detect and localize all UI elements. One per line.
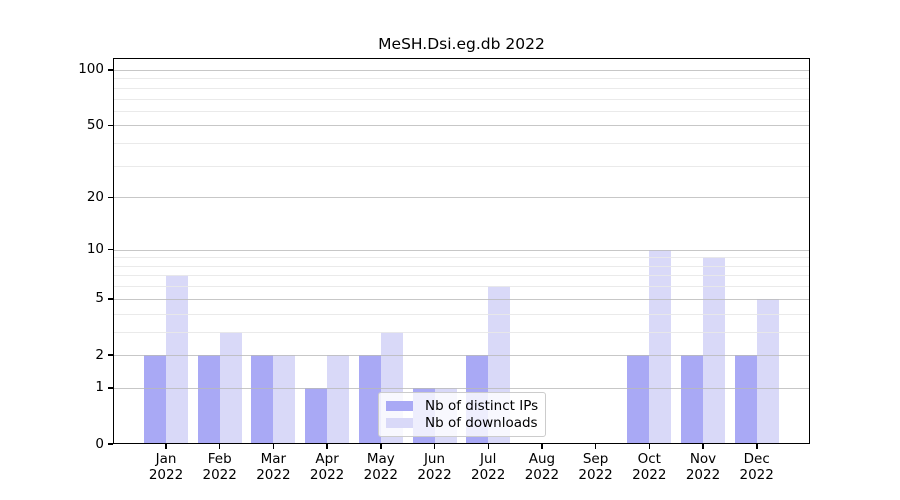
gridline-minor-6 [113,286,810,288]
y-tick-label-50: 50 [86,116,104,133]
bar-nb-of-distinct-ips-jan [144,355,166,444]
bar-nb-of-downloads-nov [703,257,725,444]
y-tick-label-20: 20 [86,188,104,205]
y-tick-10 [108,248,113,251]
x-tick-sep [594,444,597,449]
x-tick-jan [165,444,167,449]
legend-label-downloads: Nb of downloads [425,415,538,432]
legend-item-distinct-ips: Nb of distinct IPs [386,398,539,414]
x-tick-nov [702,444,704,449]
bar-nb-of-downloads-jan [166,275,188,444]
gridline-minor-60 [113,110,810,112]
x-tick-aug [541,444,543,449]
gridline-100 [113,69,810,71]
bar-nb-of-distinct-ips-may [358,355,381,444]
x-tick-label-sep: Sep 2022 [578,451,613,483]
x-tick-label-jan: Jan 2022 [148,451,184,483]
y-tick-1 [108,387,113,389]
gridline-minor-7 [113,275,810,277]
x-tick-label-jul: Jul 2022 [471,451,506,483]
x-tick-dec [756,444,758,449]
legend-item-downloads: Nb of downloads [386,415,539,431]
bar-nb-of-distinct-ips-nov [681,355,703,444]
y-tick-50 [108,124,113,127]
gridline-10 [113,249,810,251]
x-tick-oct [648,444,650,449]
bar-nb-of-downloads-oct [649,249,672,444]
gridline-5 [113,298,810,300]
y-tick-label-2: 2 [95,346,104,363]
legend-label-distinct-ips: Nb of distinct IPs [425,397,539,414]
gridline-minor-4 [113,313,810,315]
gridline-minor-9 [113,257,810,259]
x-tick-label-oct: Oct 2022 [632,451,667,483]
gridline-minor-8 [113,265,810,267]
chart-title: MeSH.Dsi.eg.db 2022 [378,35,545,53]
plot-area [113,58,810,444]
gridline-1 [113,387,810,389]
legend-swatch-downloads-icon [386,418,413,429]
y-tick-label-10: 10 [86,241,104,258]
y-tick-label-0: 0 [95,435,104,452]
x-tick-mar [272,444,275,449]
y-tick-5 [108,298,113,300]
bar-nb-of-distinct-ips-feb [197,355,220,444]
gridline-minor-90 [113,78,810,80]
bar-nb-of-downloads-dec [756,298,779,444]
gridline-minor-80 [113,87,810,89]
gridline-minor-40 [113,143,810,144]
x-tick-label-may: May 2022 [363,451,398,483]
y-tick-2 [108,354,113,356]
x-tick-may [380,444,382,449]
y-tick-0 [108,443,113,445]
y-tick-label-100: 100 [78,61,104,78]
legend: Nb of distinct IPs Nb of downloads [378,392,546,437]
bar-nb-of-distinct-ips-dec [734,355,757,444]
x-tick-label-feb: Feb 2022 [202,451,237,483]
x-tick-feb [218,444,221,449]
gridline-2 [113,355,810,356]
gridline-50 [113,125,810,127]
y-tick-100 [108,69,113,71]
y-tick-20 [108,196,113,198]
x-tick-label-jun: Jun 2022 [417,451,452,483]
y-tick-label-1: 1 [95,379,104,396]
x-tick-jul [487,444,489,449]
bar-nb-of-downloads-apr [327,355,350,444]
bar-nb-of-downloads-mar [273,355,296,444]
x-tick-apr [326,444,328,449]
x-tick-label-mar: Mar 2022 [256,451,291,483]
bar-nb-of-distinct-ips-oct [627,355,650,444]
x-tick-label-nov: Nov 2022 [685,451,721,483]
gridline-minor-3 [113,331,810,333]
legend-swatch-distinct-ips-icon [386,400,413,411]
gridline-minor-30 [113,165,810,167]
x-tick-jun [433,444,436,449]
x-tick-label-apr: Apr 2022 [309,451,345,483]
x-tick-label-dec: Dec 2022 [739,451,774,483]
x-tick-label-aug: Aug 2022 [524,451,560,483]
bar-nb-of-distinct-ips-mar [251,355,274,444]
gridline-20 [113,197,810,199]
gridline-minor-70 [113,98,810,100]
bar-nb-of-distinct-ips-apr [305,387,328,444]
y-tick-label-5: 5 [95,290,104,307]
